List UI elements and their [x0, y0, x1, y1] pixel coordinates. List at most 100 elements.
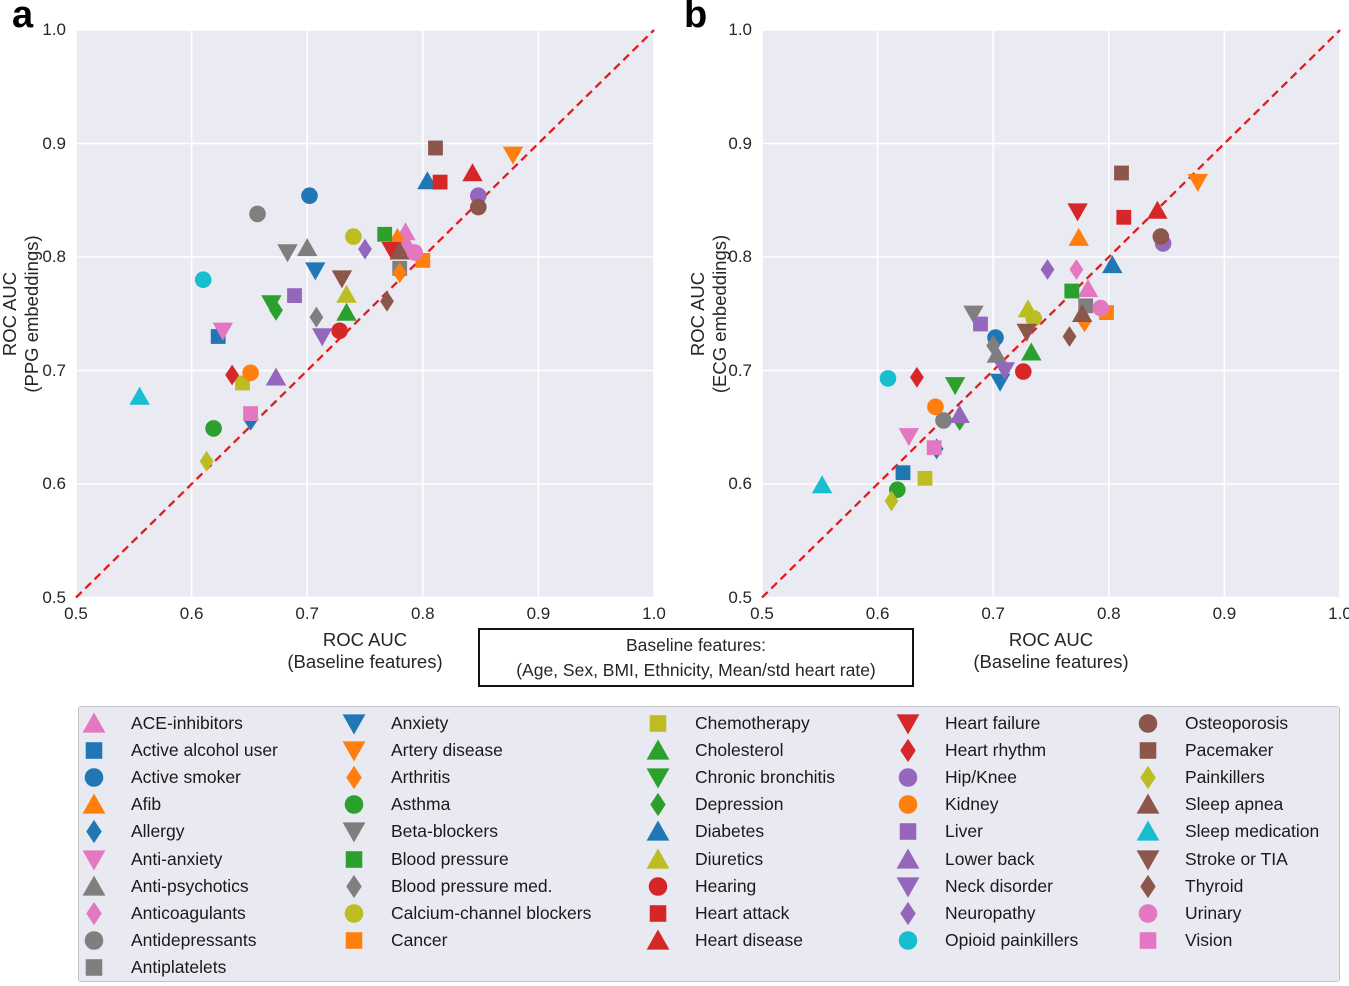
anti-anxiety-triangle-down-icon	[82, 849, 106, 870]
baseline-features-box-line2: (Age, Sex, BMI, Ethnicity, Mean/std hear…	[516, 660, 876, 680]
point-b-chronic-bronchitis: Chronic bronchitis	[944, 377, 966, 396]
legend-item-label: Opioid painkillers	[945, 929, 1079, 950]
legend-item-label: Cancer	[391, 929, 448, 950]
heart-attack-square-icon	[649, 904, 667, 922]
point-b-heart-attack: Heart attack	[1116, 209, 1132, 225]
legend-item-label: Arthritis	[391, 767, 451, 788]
point-a-urinary: Urinary	[406, 244, 423, 261]
point-a-hip-knee: Hip/Knee	[470, 187, 487, 204]
point-a-beta-blockers: Beta-blockers	[277, 244, 298, 263]
panel-b-y-axis-label: ROC AUC (ECG embeddings)	[687, 30, 733, 598]
point-b-hearing: Hearing	[1015, 363, 1032, 380]
legend-item-anti-psychotics: Anti-psychotics	[81, 873, 249, 900]
legend-item-label: Osteoporosis	[1185, 713, 1289, 733]
point-a-osteoporosis: Osteoporosis	[470, 198, 487, 216]
baseline-features-box: Baseline features: (Age, Sex, BMI, Ethni…	[478, 628, 914, 687]
point-b-sleep-medication: Sleep medication	[811, 475, 833, 494]
legend-item-label: Anticoagulants	[131, 902, 246, 923]
antiplatelets-square-icon	[85, 959, 103, 976]
point-a-sleep-medication: Sleep medication	[129, 386, 150, 405]
panel-b-ytick-0.6: 0.6	[728, 474, 752, 493]
panel-a-x-axis-label-line2: (Baseline features)	[287, 651, 443, 672]
osteoporosis-circle-icon	[1138, 714, 1158, 733]
panel-b-ytick-0.9: 0.9	[728, 133, 752, 153]
legend-item-label: Cholesterol	[695, 740, 784, 761]
legend-item-diabetes: Diabetes	[645, 818, 764, 845]
point-a-heart-failure: Heart failure	[381, 242, 402, 260]
point-b-heart-disease: Heart disease	[1147, 200, 1168, 219]
point-a-anti-psychotics: Anti-psychotics	[297, 238, 318, 257]
point-b-sleep-apnea: Sleep apnea	[1072, 304, 1093, 322]
legend-item-label: Diabetes	[695, 821, 765, 842]
panel-b-xtick-0.9: 0.9	[1212, 604, 1237, 623]
point-b-blood-pressure-med: Blood pressure med.	[986, 335, 1001, 356]
chronic-bronchitis-triangle-down-icon	[646, 768, 670, 789]
legend-item-label: Heart attack	[695, 902, 790, 923]
legend-item-chronic-bronchitis: Chronic bronchitis	[645, 764, 835, 791]
legend-item-label: Heart failure	[945, 713, 1041, 733]
blood-pressure-square-icon	[345, 850, 363, 868]
point-b-diuretics: Diuretics	[1017, 299, 1039, 318]
panel-b-xtick-0.7: 0.7	[981, 604, 1005, 623]
legend-item-anti-anxiety: Anti-anxiety	[81, 846, 222, 873]
point-a-opioid-painkillers: Opioid painkillers	[194, 271, 212, 288]
point-a-chronic-bronchitis: Chronic bronchitis	[261, 295, 282, 314]
legend-item-opioid-painkillers: Opioid painkillers	[895, 927, 1078, 954]
point-a-anxiety: Anxiety	[305, 262, 326, 281]
point-a-painkillers: Painkillers	[199, 450, 214, 472]
point-b-afib: Afib	[1068, 227, 1089, 246]
point-b-neck-disorder: Neck disorder	[994, 362, 1015, 381]
legend-item-asthma: Asthma	[341, 791, 450, 818]
chemotherapy-square-icon	[649, 715, 667, 732]
point-b-artery-disease: Artery disease	[1187, 173, 1208, 192]
point-b-anticoagulants: Anticoagulants	[1069, 259, 1084, 280]
legend-item-beta-blockers: Beta-blockers	[341, 818, 498, 845]
legend-item-depression: Depression	[645, 791, 784, 818]
point-a-active-smoker: Active smoker	[301, 187, 318, 204]
point-a-thyroid: Thyroid	[380, 290, 394, 312]
panel-a-letter: a	[12, 0, 34, 36]
opioid-painkillers-circle-icon	[898, 931, 918, 950]
legend-item-anxiety: Anxiety	[341, 710, 448, 737]
legend-item-antiplatelets: Antiplatelets	[81, 954, 226, 981]
panel-a-xtick-0.8: 0.8	[410, 604, 435, 623]
panel-a-ytick-0.5: 0.5	[42, 587, 66, 607]
sleep-apnea-triangle-up-icon	[1136, 793, 1160, 814]
stroke-or-tia-triangle-down-icon	[1136, 849, 1160, 870]
legend-item-label: Anti-anxiety	[131, 848, 223, 869]
legend-item-heart-attack: Heart attack	[645, 900, 789, 927]
legend-item-afib: Afib	[81, 791, 161, 818]
point-a-hearing: Hearing	[331, 322, 348, 340]
thyroid-diamond-icon	[1140, 874, 1156, 898]
legend-item-label: Hip/Knee	[945, 767, 1017, 788]
legend-item-active-smoker: Active smoker	[81, 764, 241, 791]
point-a-stroke-or-tia: Stroke or TIA	[331, 270, 353, 289]
artery-disease-triangle-down-icon	[342, 741, 366, 762]
legend-item-label: Liver	[945, 821, 983, 842]
legend-item-ace-inhibitors: ACE-inhibitors	[81, 710, 243, 737]
legend-item-label: Pacemaker	[1185, 740, 1274, 761]
heart-rhythm-diamond-icon	[900, 738, 916, 763]
panel-b-letter: b	[684, 0, 708, 36]
heart-failure-triangle-down-icon	[896, 714, 920, 735]
legend-item-label: Anxiety	[391, 713, 449, 733]
panel-b-xtick-0.5: 0.5	[750, 604, 774, 623]
panel-b-ytick-0.8: 0.8	[728, 247, 752, 266]
identity-line	[761, 29, 1341, 599]
legend-item-kidney: Kidney	[895, 791, 999, 818]
legend-item-active-alcohol-user: Active alcohol user	[81, 737, 278, 764]
legend-item-heart-failure: Heart failure	[895, 710, 1040, 737]
identity-line	[75, 29, 655, 599]
legend-item-heart-rhythm: Heart rhythm	[895, 737, 1046, 764]
legend-item-label: Thyroid	[1185, 875, 1244, 896]
panel-a-xtick-0.6: 0.6	[179, 604, 204, 623]
legend-item-neuropathy: Neuropathy	[895, 900, 1035, 927]
baseline-features-box-line1: Baseline features:	[625, 635, 767, 655]
panel-a-y-axis-label-line2: (PPG embeddings)	[21, 235, 42, 393]
legend-item-label: Blood pressure	[391, 848, 509, 869]
diuretics-triangle-up-icon	[646, 848, 670, 869]
antidepressants-circle-icon	[84, 931, 104, 950]
hip-knee-circle-icon	[898, 768, 918, 787]
